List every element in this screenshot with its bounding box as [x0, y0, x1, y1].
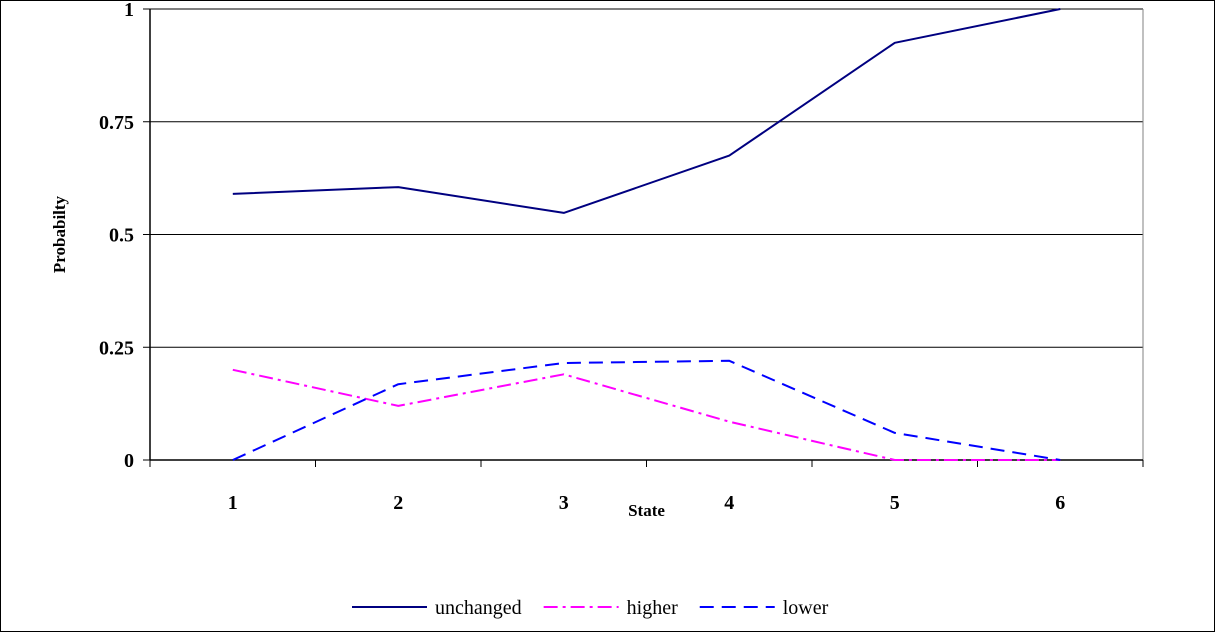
series-line-lower	[232, 359, 1061, 461]
x-tick-label: 4	[724, 492, 734, 514]
legend-label-higher: higher	[627, 597, 678, 619]
gridlines	[150, 8, 1143, 348]
series-line-unchanged	[232, 8, 1061, 214]
y-axis-tick-labels: 0 0.25 0.5 0.75 1	[99, 0, 134, 472]
x-tick-label: 5	[890, 492, 900, 514]
x-tick-label: 3	[559, 492, 569, 514]
legend: unchanged higher lower	[352, 597, 829, 619]
x-tick-label: 6	[1055, 492, 1065, 514]
y-tick-label: 1	[124, 0, 134, 21]
legend-label-unchanged: unchanged	[435, 597, 522, 619]
series-line-higher	[232, 368, 1061, 461]
axes	[143, 8, 1144, 467]
y-tick-label: 0	[124, 450, 134, 472]
legend-label-lower: lower	[783, 597, 829, 619]
y-axis-label: Probabilty	[50, 195, 69, 273]
series-lines	[232, 8, 1061, 461]
x-tick-label: 2	[393, 492, 403, 514]
x-axis-tick-labels: 1 2 3 4 5 6	[228, 492, 1066, 514]
y-tick-label: 0.5	[109, 225, 134, 247]
y-tick-label: 0.75	[99, 112, 134, 134]
x-tick-label: 1	[228, 492, 238, 514]
x-axis-label: State	[628, 501, 665, 520]
y-tick-label: 0.25	[99, 337, 134, 359]
